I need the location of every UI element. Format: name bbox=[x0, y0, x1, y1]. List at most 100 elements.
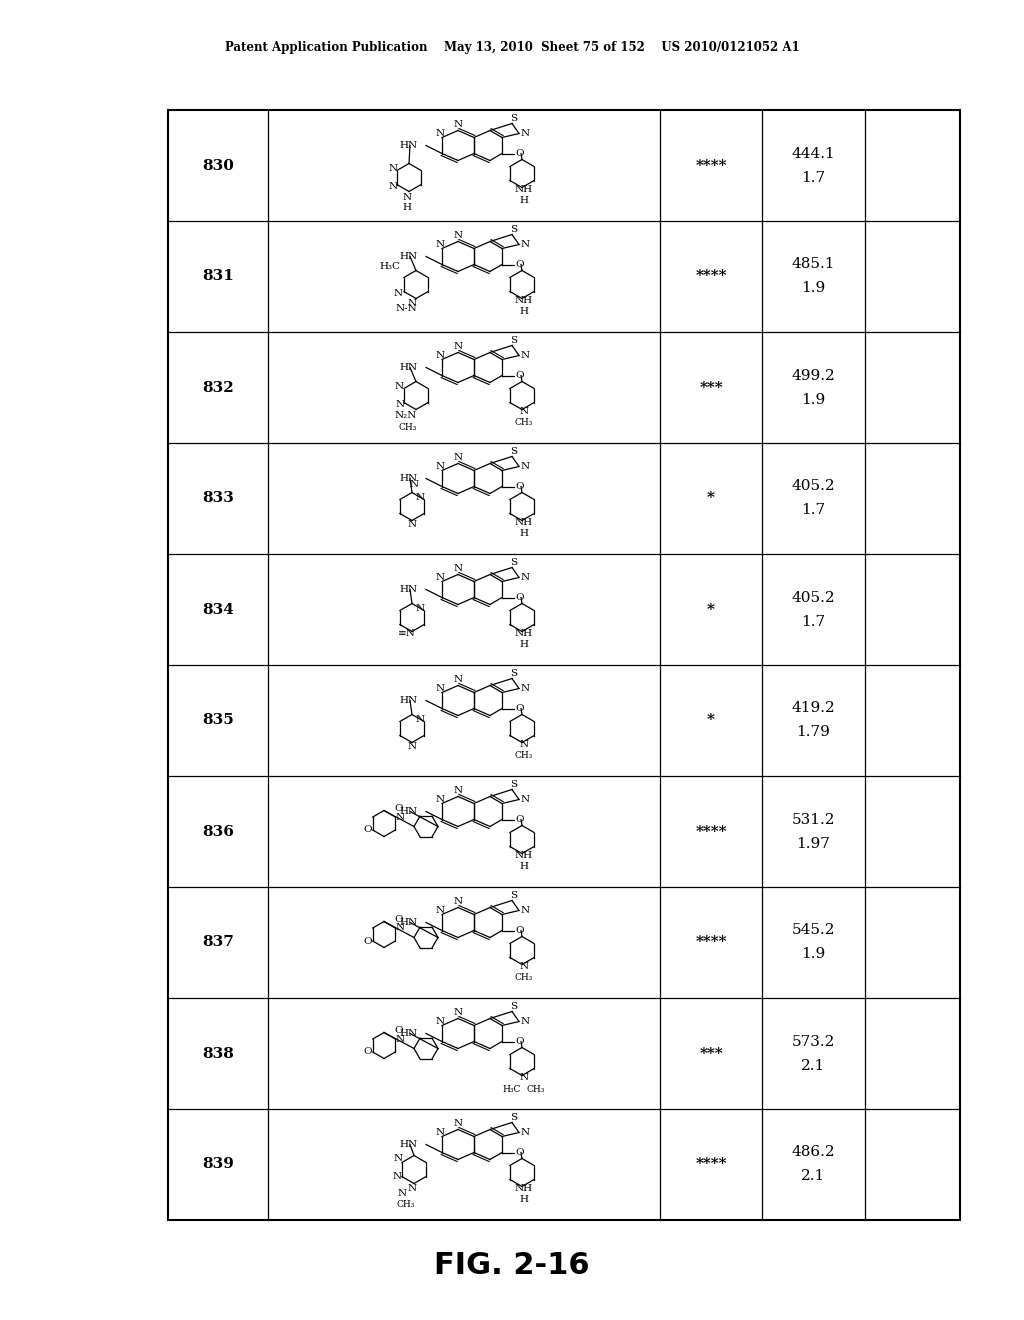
Text: ***: *** bbox=[699, 1047, 723, 1060]
Text: 444.1: 444.1 bbox=[792, 147, 836, 161]
Text: ****: **** bbox=[695, 936, 727, 949]
Text: N: N bbox=[388, 164, 397, 173]
Text: 531.2: 531.2 bbox=[792, 813, 836, 826]
Text: H₃C: H₃C bbox=[503, 1085, 521, 1094]
Text: 1.9: 1.9 bbox=[802, 392, 825, 407]
Text: 1.7: 1.7 bbox=[802, 170, 825, 185]
Text: HN: HN bbox=[400, 141, 418, 150]
Text: O: O bbox=[516, 482, 524, 491]
Text: N: N bbox=[454, 1119, 463, 1129]
Text: 485.1: 485.1 bbox=[792, 257, 836, 272]
Text: H: H bbox=[519, 308, 528, 315]
Text: N: N bbox=[435, 1016, 444, 1026]
Text: N: N bbox=[435, 795, 444, 804]
Text: 830: 830 bbox=[202, 158, 233, 173]
Text: N: N bbox=[520, 351, 529, 360]
Text: O: O bbox=[394, 1026, 403, 1035]
Text: N: N bbox=[454, 1008, 463, 1016]
Text: CH₃: CH₃ bbox=[526, 1085, 545, 1094]
Text: 838: 838 bbox=[202, 1047, 233, 1060]
Text: 2.1: 2.1 bbox=[802, 1059, 825, 1072]
Text: O: O bbox=[516, 814, 524, 824]
Text: N: N bbox=[402, 193, 412, 202]
Text: N: N bbox=[520, 795, 529, 804]
Text: HN: HN bbox=[400, 585, 418, 594]
Text: 833: 833 bbox=[202, 491, 233, 506]
Text: ****: **** bbox=[695, 269, 727, 284]
Text: N: N bbox=[408, 1184, 417, 1193]
Text: NH: NH bbox=[515, 851, 534, 861]
Text: O: O bbox=[364, 1048, 372, 1056]
Text: 835: 835 bbox=[202, 714, 233, 727]
Text: 1.79: 1.79 bbox=[797, 726, 830, 739]
Text: 573.2: 573.2 bbox=[792, 1035, 836, 1048]
Bar bbox=[168, 110, 961, 1220]
Text: 2.1: 2.1 bbox=[802, 1170, 825, 1184]
Text: 832: 832 bbox=[202, 380, 233, 395]
Text: N: N bbox=[408, 300, 417, 308]
Text: S: S bbox=[510, 891, 517, 900]
Text: S: S bbox=[510, 114, 517, 123]
Text: ≡N: ≡N bbox=[398, 630, 416, 638]
Text: NH: NH bbox=[515, 185, 534, 194]
Text: S: S bbox=[510, 224, 517, 234]
Text: ****: **** bbox=[695, 158, 727, 173]
Text: N: N bbox=[395, 813, 404, 821]
Text: NH: NH bbox=[515, 517, 534, 527]
Text: HN: HN bbox=[400, 363, 418, 372]
Text: N: N bbox=[416, 492, 425, 502]
Text: N: N bbox=[454, 898, 463, 906]
Text: NH: NH bbox=[515, 296, 534, 305]
Text: S: S bbox=[510, 1002, 517, 1011]
Text: 545.2: 545.2 bbox=[792, 924, 836, 937]
Text: S: S bbox=[510, 337, 517, 345]
Text: HN: HN bbox=[400, 1140, 418, 1148]
Text: O: O bbox=[516, 1038, 524, 1045]
Text: N: N bbox=[520, 573, 529, 582]
Text: N: N bbox=[454, 675, 463, 684]
Text: H: H bbox=[402, 203, 412, 213]
Text: N: N bbox=[388, 182, 397, 191]
Text: O: O bbox=[364, 936, 372, 945]
Text: H: H bbox=[519, 640, 528, 649]
Text: NH: NH bbox=[515, 630, 534, 638]
Text: 419.2: 419.2 bbox=[792, 701, 836, 715]
Text: N: N bbox=[392, 1172, 401, 1181]
Text: *: * bbox=[707, 602, 715, 616]
Text: N: N bbox=[435, 129, 444, 139]
Text: *: * bbox=[707, 491, 715, 506]
Text: N: N bbox=[395, 924, 404, 932]
Text: N: N bbox=[520, 1016, 529, 1026]
Text: N: N bbox=[519, 407, 528, 416]
Text: N: N bbox=[454, 785, 463, 795]
Text: N: N bbox=[519, 962, 528, 972]
Text: 837: 837 bbox=[202, 936, 233, 949]
Text: O: O bbox=[516, 149, 524, 158]
Text: O: O bbox=[516, 260, 524, 269]
Text: HN: HN bbox=[400, 807, 418, 816]
Text: 831: 831 bbox=[202, 269, 233, 284]
Text: N: N bbox=[454, 453, 463, 462]
Text: N: N bbox=[435, 684, 444, 693]
Text: N: N bbox=[435, 906, 444, 915]
Text: 1.7: 1.7 bbox=[802, 503, 825, 517]
Text: S: S bbox=[510, 1113, 517, 1122]
Text: O: O bbox=[516, 704, 524, 713]
Text: 499.2: 499.2 bbox=[792, 368, 836, 383]
Text: 405.2: 405.2 bbox=[792, 590, 836, 605]
Text: N: N bbox=[520, 684, 529, 693]
Text: O: O bbox=[394, 804, 403, 813]
Text: N-N: N-N bbox=[395, 304, 417, 313]
Text: N: N bbox=[519, 741, 528, 748]
Text: O: O bbox=[516, 593, 524, 602]
Text: HN: HN bbox=[400, 252, 418, 261]
Text: N: N bbox=[416, 605, 425, 612]
Text: 836: 836 bbox=[202, 825, 233, 838]
Text: H: H bbox=[519, 529, 528, 539]
Text: 1.97: 1.97 bbox=[797, 837, 830, 850]
Text: N: N bbox=[435, 462, 444, 471]
Text: N: N bbox=[435, 240, 444, 249]
Text: FIG. 2-16: FIG. 2-16 bbox=[434, 1250, 590, 1279]
Text: 834: 834 bbox=[202, 602, 233, 616]
Text: CH₃: CH₃ bbox=[515, 973, 534, 982]
